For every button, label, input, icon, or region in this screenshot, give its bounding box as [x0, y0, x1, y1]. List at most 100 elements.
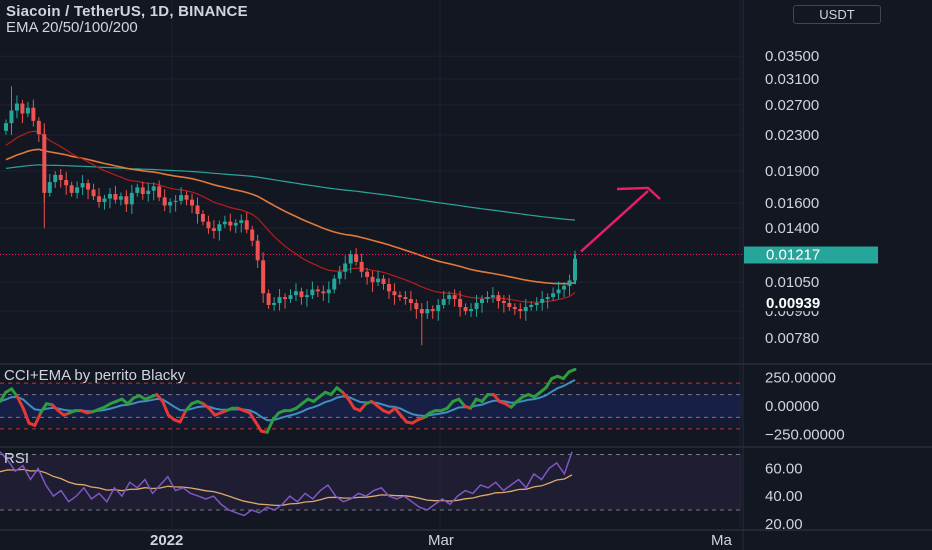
price-tick-label: 0.03100	[765, 71, 819, 88]
candle	[80, 175, 85, 196]
candle	[261, 252, 266, 303]
candle-body	[359, 261, 364, 272]
candle	[343, 255, 348, 280]
candle-body	[222, 221, 227, 225]
candle-body	[244, 220, 249, 230]
candle-body	[277, 297, 282, 303]
price-tick-label: 0.03500	[765, 48, 819, 65]
candle	[408, 290, 413, 311]
candle-body	[190, 199, 195, 206]
candle	[107, 188, 112, 209]
candle	[124, 190, 129, 212]
candle-body	[529, 304, 534, 308]
candle	[288, 289, 293, 303]
candle-body	[485, 297, 490, 300]
candle-body	[507, 302, 512, 308]
indicator-legend: EMA 20/50/100/200	[6, 19, 138, 36]
candle	[397, 291, 402, 301]
candle	[376, 270, 381, 286]
candle	[392, 283, 397, 305]
candle	[523, 298, 528, 321]
candle-body	[118, 196, 123, 200]
price-tick-label: 0.02700	[765, 97, 819, 114]
candle	[337, 265, 342, 285]
candle-body	[129, 192, 134, 205]
marked-price-label: 0.00939	[766, 295, 820, 312]
candle	[348, 250, 353, 274]
price-tick-label: 0.01600	[765, 195, 819, 212]
time-tick-label: Ma	[711, 532, 732, 549]
candle-body	[266, 293, 271, 305]
candle-body	[523, 307, 528, 312]
candle	[463, 303, 468, 315]
cci-segment	[10, 387, 19, 399]
price-tick-label: 0.00780	[765, 330, 819, 347]
candle	[102, 194, 107, 210]
candle-body	[545, 297, 550, 300]
candle-body	[436, 304, 441, 312]
candle	[447, 291, 452, 305]
candle	[551, 287, 556, 301]
candle	[556, 281, 561, 299]
candle	[25, 101, 30, 118]
candle-body	[458, 299, 463, 308]
candle-body	[463, 307, 468, 312]
candle-body	[107, 193, 112, 199]
candle-body	[283, 297, 288, 300]
candle	[545, 293, 550, 309]
price-axis[interactable]: 0.03500 0.03100 0.02700 0.02300 0.01900 0.016…	[744, 48, 878, 533]
candle-body	[151, 186, 156, 191]
time-axis[interactable]: 2022 Mar Ma	[150, 532, 732, 549]
cci-segment	[544, 377, 554, 390]
candle	[299, 287, 304, 305]
rsi-tick-label: 60.00	[765, 460, 803, 477]
candle	[359, 253, 364, 278]
candle-body	[479, 299, 484, 303]
candle-body	[496, 295, 501, 301]
candle	[151, 182, 156, 201]
candle	[474, 294, 479, 317]
candle	[4, 119, 8, 135]
candle-body	[556, 289, 561, 294]
candle-body	[540, 299, 545, 303]
candle-body	[518, 309, 523, 312]
candle-body	[551, 293, 556, 298]
candle-body	[447, 295, 452, 300]
candle	[75, 181, 80, 199]
candle-body	[332, 278, 337, 290]
candle	[452, 289, 457, 307]
price-tick-label: 0.01050	[765, 274, 819, 291]
candle-body	[179, 195, 184, 201]
candle	[157, 180, 162, 202]
candle	[206, 215, 211, 234]
cci-tick-label: −250.00000	[765, 427, 845, 444]
candle-body	[490, 295, 495, 298]
candle	[255, 234, 260, 268]
candle	[469, 303, 474, 317]
candle	[441, 290, 446, 309]
candle	[321, 285, 326, 301]
candle	[244, 212, 249, 234]
candle-body	[113, 193, 118, 200]
candle	[365, 268, 370, 285]
candle-body	[58, 174, 63, 180]
candle-body	[14, 103, 19, 111]
price-tick-label: 0.01400	[765, 220, 819, 237]
cci-segment	[265, 418, 275, 434]
candle-body	[288, 295, 293, 300]
candle	[217, 220, 222, 241]
candle	[518, 303, 523, 319]
chart-title: Siacoin / TetherUS, 1D, BINANCE	[6, 3, 248, 20]
candle-body	[562, 285, 567, 290]
cci-legend: CCI+EMA by perrito Blacky	[4, 367, 186, 384]
candle	[512, 303, 517, 315]
candle-body	[195, 205, 200, 215]
candle-body	[304, 295, 309, 298]
candle-body	[97, 196, 102, 202]
candle-body	[326, 289, 331, 294]
candle-body	[425, 309, 430, 314]
candle-body	[36, 120, 41, 135]
currency-button[interactable]: USDT	[793, 5, 881, 24]
candle-body	[381, 278, 386, 285]
